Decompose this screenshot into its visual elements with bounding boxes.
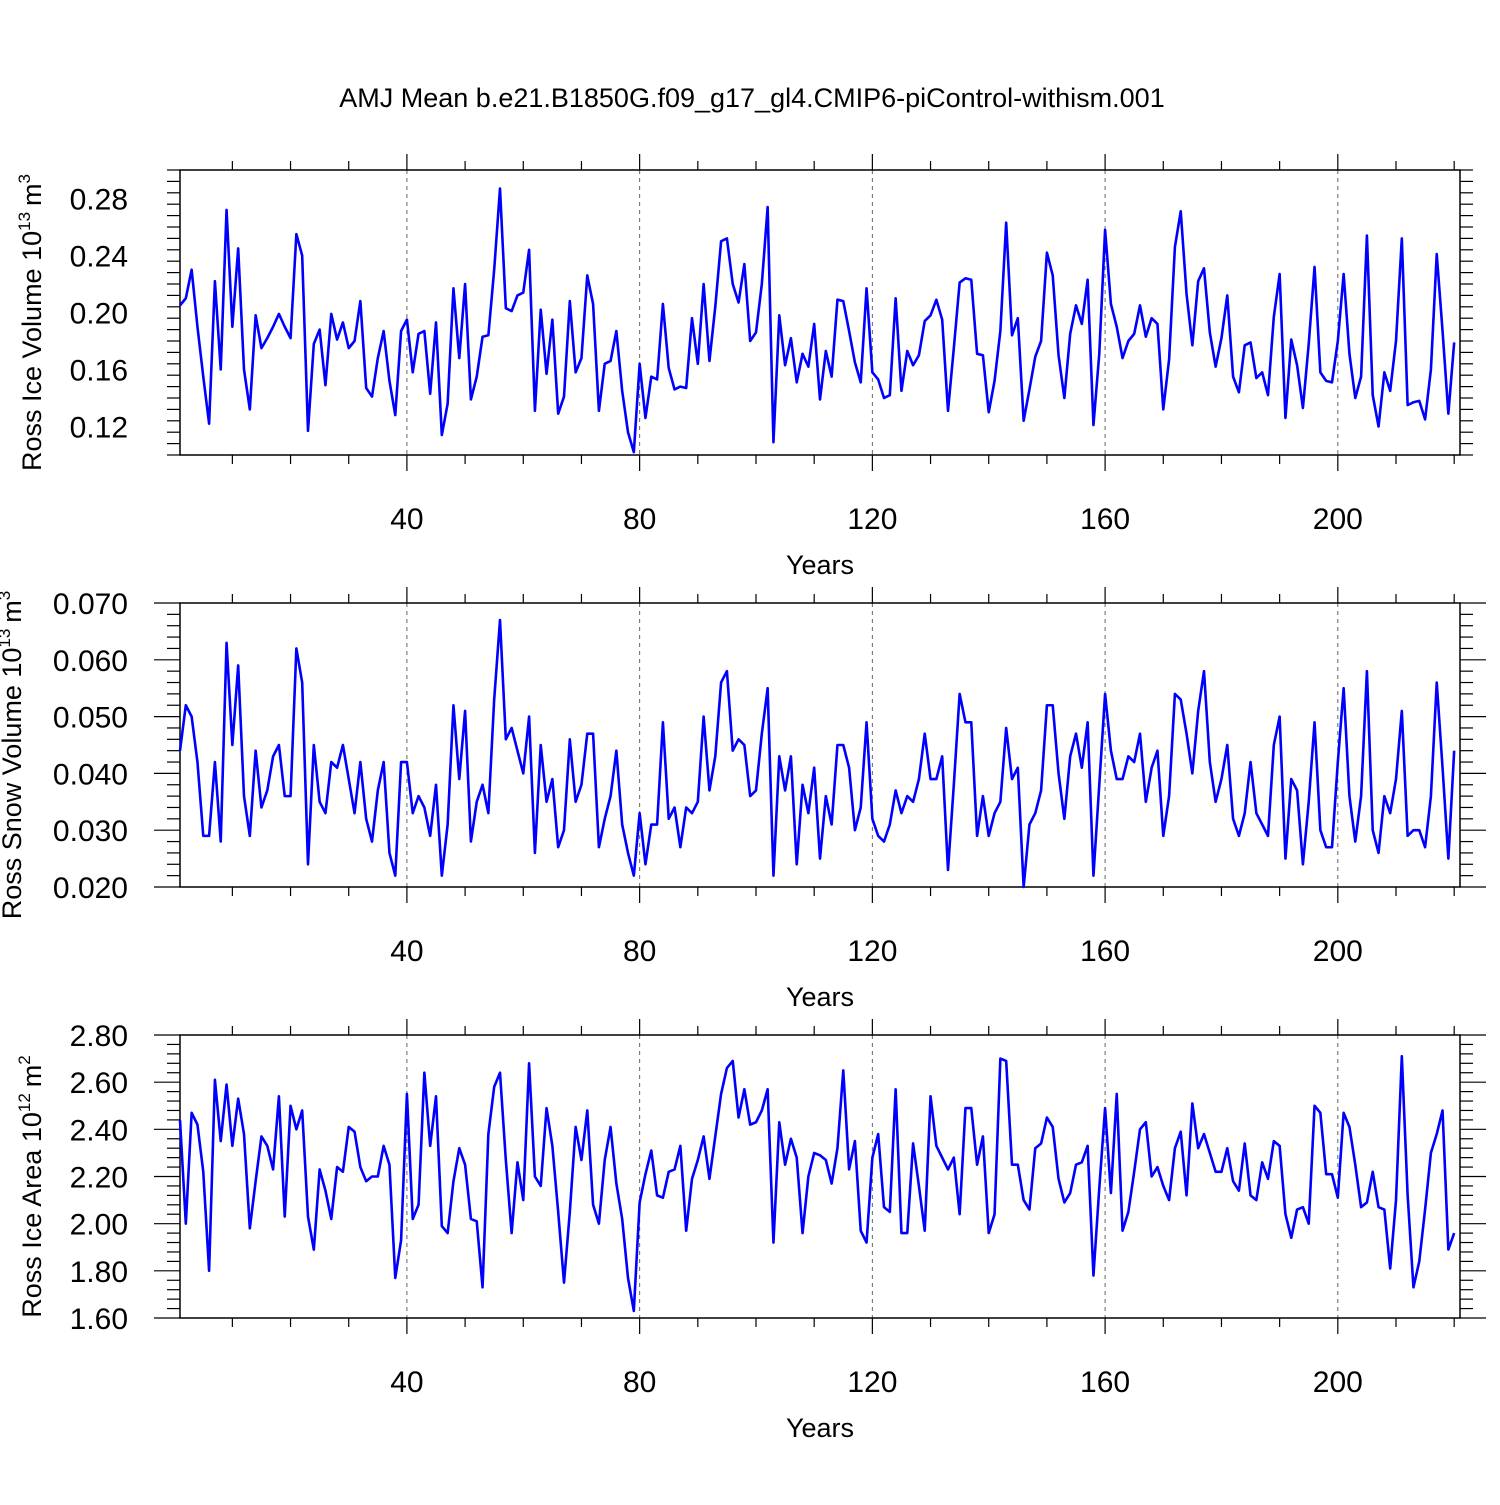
- x-tick-label: 40: [390, 935, 423, 968]
- x-axis-label: Years: [786, 550, 854, 580]
- series-line: [178, 1054, 1456, 1313]
- y-tick-label: 2.20: [70, 1162, 128, 1195]
- y-tick-label: 0.020: [53, 872, 128, 905]
- x-tick-label: 160: [1080, 1366, 1130, 1399]
- y-tick-label: 0.24: [70, 241, 128, 274]
- y-axis-label-main: Ross Ice Volume 10: [17, 231, 47, 471]
- x-tick-label: 120: [847, 503, 897, 536]
- y-axis-label-exponent: 13: [15, 212, 34, 231]
- series-line: [178, 618, 1456, 889]
- x-tick-label: 200: [1313, 935, 1363, 968]
- x-tick-label: 80: [623, 503, 656, 536]
- y-axis-label: Ross Ice Volume 1013 m3: [15, 174, 47, 471]
- y-tick-label: 0.060: [53, 645, 128, 678]
- chart-title: AMJ Mean b.e21.B1850G.f09_g17_gl4.CMIP6-…: [339, 83, 1164, 113]
- x-axis-label: Years: [786, 982, 854, 1012]
- x-tick-label: 160: [1080, 935, 1130, 968]
- y-axis-label-unit: m: [17, 183, 47, 206]
- y-tick-label: 0.16: [70, 355, 128, 388]
- panel-3: 40 80 120 160 200 Years 1.60 1.80 2.00 2.20 2.40 2.…: [15, 1019, 1486, 1443]
- series-line: [178, 187, 1456, 454]
- y-tick-label: 0.12: [70, 412, 128, 445]
- y-axis-label: Ross Ice Area 1012 m2: [15, 1055, 47, 1318]
- panel-2: 40 80 120 160 200 Years 0.020 0.030 0.040 0.050 0.…: [0, 587, 1486, 1012]
- y-axis-label-unit-exponent: 2: [15, 1055, 34, 1064]
- y-axis-label: Ross Snow Volume 1013 m3: [0, 591, 27, 920]
- y-axis-label-exponent: 12: [15, 1093, 34, 1112]
- y-tick-label: 1.60: [70, 1303, 128, 1336]
- y-tick-label: 2.60: [70, 1067, 128, 1100]
- plot-frame: [179, 169, 1461, 456]
- y-tick-label: 2.00: [70, 1209, 128, 1242]
- y-axis-label-main: Ross Ice Area 10: [17, 1112, 47, 1318]
- y-tick-label: 0.28: [70, 184, 128, 217]
- y-axis-label-unit: m: [17, 1065, 47, 1088]
- y-tick-label: 2.40: [70, 1114, 128, 1147]
- panel-1: 40 80 120 160 200 Years 0.12 0.16 0.20 0.24 0.28 Ro…: [15, 154, 1473, 580]
- x-tick-label: 200: [1313, 1366, 1363, 1399]
- y-axis-label-main: Ross Snow Volume 10: [0, 648, 27, 920]
- y-tick-label: 0.20: [70, 298, 128, 331]
- y-tick-label: 0.040: [53, 758, 128, 791]
- x-tick-label: 120: [847, 1366, 897, 1399]
- x-tick-label: 160: [1080, 503, 1130, 536]
- y-tick-label: 2.80: [70, 1020, 128, 1053]
- x-tick-label: 40: [390, 1366, 423, 1399]
- y-tick-label: 0.030: [53, 815, 128, 848]
- x-tick-label: 80: [623, 935, 656, 968]
- y-axis-label-unit-exponent: 3: [15, 174, 34, 183]
- y-tick-label: 0.050: [53, 702, 128, 735]
- x-tick-label: 40: [390, 503, 423, 536]
- x-tick-label: 200: [1313, 503, 1363, 536]
- x-tick-label: 120: [847, 935, 897, 968]
- x-tick-label: 80: [623, 1366, 656, 1399]
- y-axis-label-exponent: 13: [0, 629, 14, 648]
- y-tick-label: 0.070: [53, 588, 128, 621]
- x-axis-label: Years: [786, 1413, 854, 1443]
- y-tick-label: 1.80: [70, 1256, 128, 1289]
- y-axis-label-unit: m: [0, 600, 27, 623]
- y-axis-label-unit-exponent: 3: [0, 591, 14, 600]
